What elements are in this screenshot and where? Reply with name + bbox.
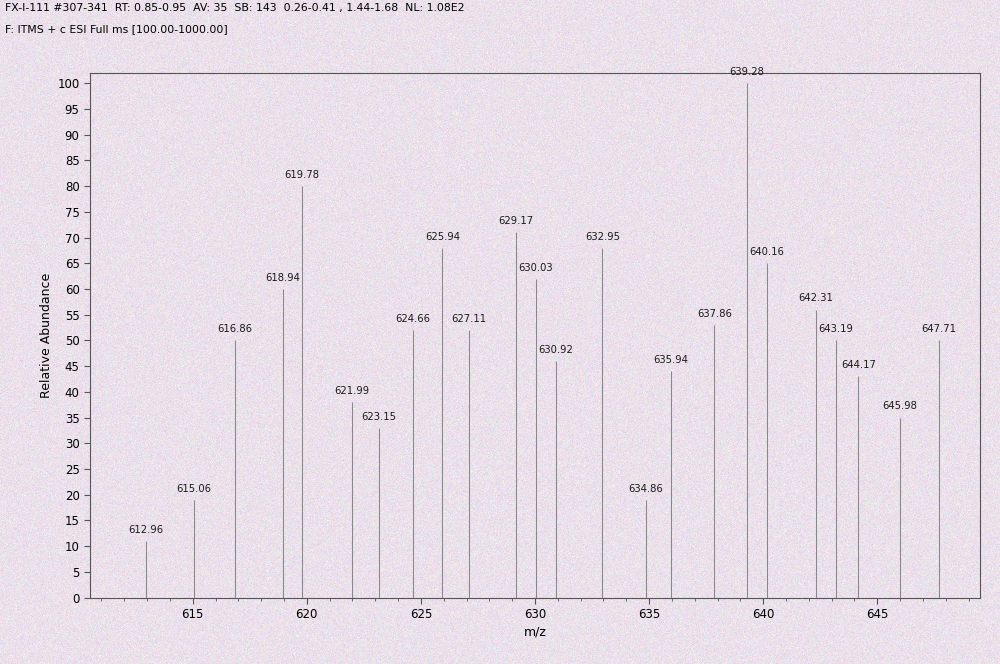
Text: 621.99: 621.99 — [335, 386, 370, 396]
Text: 627.11: 627.11 — [451, 314, 487, 324]
Text: 629.17: 629.17 — [498, 216, 534, 226]
Text: 619.78: 619.78 — [284, 170, 319, 180]
Text: 640.16: 640.16 — [749, 247, 784, 257]
Text: 618.94: 618.94 — [265, 273, 300, 283]
Text: 645.98: 645.98 — [882, 402, 917, 412]
Text: 616.86: 616.86 — [218, 324, 253, 334]
Text: 630.92: 630.92 — [539, 345, 573, 355]
Text: 624.66: 624.66 — [396, 314, 431, 324]
Text: 623.15: 623.15 — [361, 412, 396, 422]
Y-axis label: Relative Abundance: Relative Abundance — [40, 273, 53, 398]
Text: 634.86: 634.86 — [629, 483, 663, 494]
Text: 637.86: 637.86 — [697, 309, 732, 319]
Text: 625.94: 625.94 — [425, 232, 460, 242]
Text: 643.19: 643.19 — [819, 324, 853, 334]
Text: 644.17: 644.17 — [841, 361, 876, 371]
Text: 639.28: 639.28 — [729, 67, 764, 77]
Text: 632.95: 632.95 — [585, 232, 620, 242]
Text: 642.31: 642.31 — [798, 293, 833, 303]
Text: 612.96: 612.96 — [129, 525, 164, 535]
Text: 635.94: 635.94 — [653, 355, 688, 365]
Text: 615.06: 615.06 — [177, 483, 212, 494]
Text: FX-I-111 #307-341  RT: 0.85-0.95  AV: 35  SB: 143  0.26-0.41 , 1.44-1.68  NL: 1.: FX-I-111 #307-341 RT: 0.85-0.95 AV: 35 S… — [5, 3, 464, 13]
X-axis label: m/z: m/z — [524, 625, 546, 638]
Text: 630.03: 630.03 — [518, 262, 553, 273]
Text: F: ITMS + c ESI Full ms [100.00-1000.00]: F: ITMS + c ESI Full ms [100.00-1000.00] — [5, 25, 228, 35]
Text: 647.71: 647.71 — [922, 324, 957, 334]
